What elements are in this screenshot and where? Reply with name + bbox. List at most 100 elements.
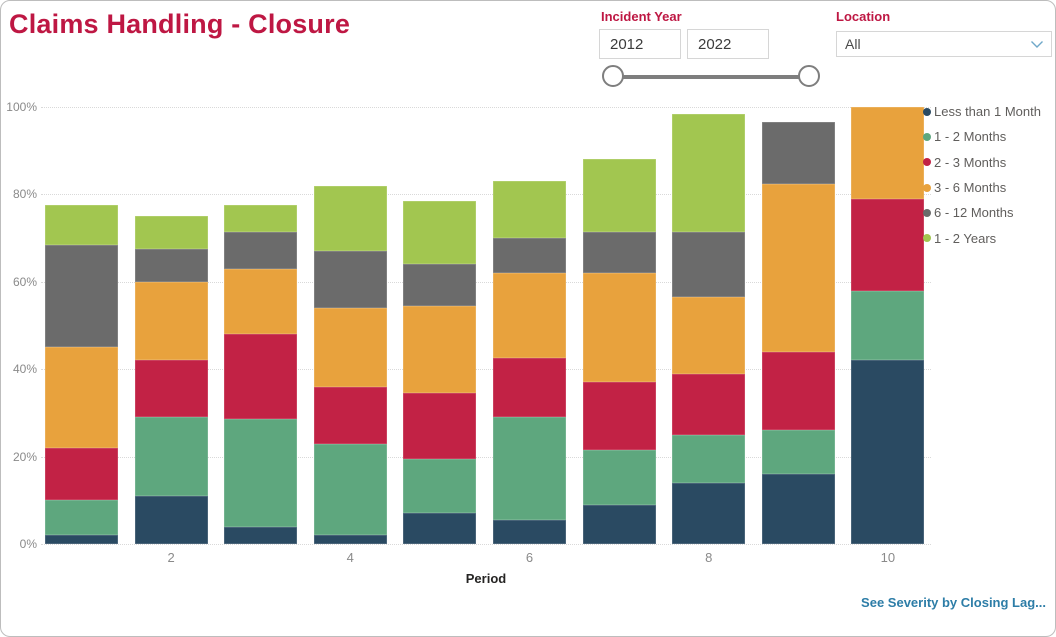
bar-segment[interactable]	[582, 382, 656, 451]
bar-segment[interactable]	[403, 393, 477, 459]
legend-item[interactable]: Less than 1 Month	[923, 99, 1041, 124]
see-severity-link[interactable]: See Severity by Closing Lag...	[861, 595, 1046, 610]
bar-segment[interactable]	[45, 500, 118, 536]
bar-segment[interactable]	[761, 351, 835, 431]
slider-handle-max[interactable]	[798, 65, 820, 87]
bar-segment[interactable]	[45, 535, 118, 544]
bar-segment[interactable]	[493, 519, 566, 544]
bar-segment[interactable]	[493, 181, 566, 239]
incident-year-start-input[interactable]	[599, 29, 681, 59]
bar-segment[interactable]	[45, 347, 118, 448]
bar-segment[interactable]	[45, 205, 118, 245]
gridline-60%	[41, 281, 931, 283]
bar-segment[interactable]	[224, 526, 298, 544]
bar-period-2	[134, 107, 208, 544]
bar-segment[interactable]	[403, 458, 477, 514]
gridline-80%	[41, 194, 931, 196]
location-dropdown-value: All	[845, 36, 861, 52]
y-tick-label: 20%	[12, 449, 37, 464]
bar-segment[interactable]	[493, 238, 566, 274]
incident-year-end-input[interactable]	[687, 29, 769, 59]
bar-segment[interactable]	[403, 201, 477, 265]
legend-item[interactable]: 3 - 6 Months	[923, 175, 1041, 200]
legend-label: Less than 1 Month	[934, 104, 1041, 120]
bar-segment[interactable]	[851, 107, 925, 199]
bar-segment[interactable]	[134, 417, 208, 496]
legend-item[interactable]: 1 - 2 Years	[923, 225, 1041, 250]
x-tick-label: 2	[167, 550, 175, 565]
bar-segment[interactable]	[761, 474, 835, 544]
bar-period-6	[493, 107, 566, 544]
bar-segment[interactable]	[224, 334, 298, 420]
bar-segment[interactable]	[672, 482, 746, 544]
incident-year-range-slider	[602, 65, 820, 88]
bar-segment[interactable]	[851, 360, 925, 544]
bar-segment[interactable]	[761, 122, 835, 184]
x-axis: 2 4 6 8 10	[41, 550, 931, 566]
bar-segment[interactable]	[313, 251, 387, 309]
legend-label: 1 - 2 Months	[934, 129, 1007, 145]
bar-segment[interactable]	[134, 495, 208, 544]
incident-year-label: Incident Year	[601, 9, 682, 24]
bar-segment[interactable]	[313, 308, 387, 387]
bar-segment[interactable]	[224, 231, 298, 269]
bar-segment[interactable]	[313, 386, 387, 444]
bar-segment[interactable]	[851, 198, 925, 291]
legend-item[interactable]: 6 - 12 Months	[923, 200, 1041, 225]
bar-segment[interactable]	[403, 264, 477, 306]
bar-segment[interactable]	[493, 358, 566, 418]
bar-period-10	[851, 107, 925, 544]
bar-period-5	[403, 107, 477, 544]
bar-segment[interactable]	[672, 231, 746, 298]
legend-label: 2 - 3 Months	[934, 154, 1007, 170]
y-tick-label: 0%	[19, 537, 37, 551]
location-dropdown[interactable]: All	[836, 31, 1052, 57]
bar-segment[interactable]	[134, 281, 208, 361]
bar-segment[interactable]	[134, 216, 208, 250]
gridline-100%	[41, 107, 931, 108]
page-title: Claims Handling - Closure	[9, 9, 351, 39]
legend-item[interactable]: 2 - 3 Months	[923, 150, 1041, 175]
bar-segment[interactable]	[582, 231, 656, 274]
bar-segment[interactable]	[134, 360, 208, 418]
gridline-0%	[41, 544, 931, 545]
plot-area: 0% 20% 40% 60% 80% 100%	[6, 100, 931, 551]
bar-segment[interactable]	[45, 244, 118, 348]
y-tick-label: 60%	[12, 274, 37, 289]
bar-period-8	[672, 107, 746, 544]
bar-segment[interactable]	[134, 249, 208, 282]
bar-period-4	[313, 107, 387, 544]
bar-segment[interactable]	[761, 183, 835, 352]
chevron-down-icon	[1031, 41, 1043, 48]
bar-segment[interactable]	[672, 113, 746, 232]
x-axis-title: Period	[465, 571, 507, 586]
bar-segment[interactable]	[313, 185, 387, 252]
bar-segment[interactable]	[493, 273, 566, 359]
bar-segment[interactable]	[672, 373, 746, 435]
legend-item[interactable]: 1 - 2 Months	[923, 124, 1041, 149]
bar-segment[interactable]	[45, 447, 118, 501]
bar-segment[interactable]	[403, 513, 477, 544]
stacked-bar-chart: 0% 20% 40% 60% 80% 100% 2 4 6 8 10 Period Less th…	[1, 97, 1055, 597]
bar-segment[interactable]	[582, 159, 656, 232]
bar-segment[interactable]	[493, 417, 566, 520]
bar-segment[interactable]	[761, 430, 835, 475]
bar-segment[interactable]	[582, 450, 656, 505]
bar-segment[interactable]	[582, 273, 656, 383]
x-tick-label: 10	[880, 550, 896, 565]
bar-segment[interactable]	[313, 443, 387, 536]
bar-segment[interactable]	[224, 268, 298, 335]
bar-segment[interactable]	[672, 297, 746, 374]
slider-handle-min[interactable]	[602, 65, 624, 87]
legend-dot-icon	[923, 183, 931, 192]
bar-segment[interactable]	[224, 419, 298, 527]
bar-period-7	[582, 107, 656, 544]
bar-segment[interactable]	[224, 205, 298, 232]
bar-segment[interactable]	[403, 305, 477, 394]
bar-segment[interactable]	[672, 434, 746, 483]
bar-segment[interactable]	[851, 290, 925, 361]
bar-segment[interactable]	[582, 504, 656, 544]
bar-segment[interactable]	[313, 535, 387, 544]
legend-dot-icon	[923, 208, 931, 217]
